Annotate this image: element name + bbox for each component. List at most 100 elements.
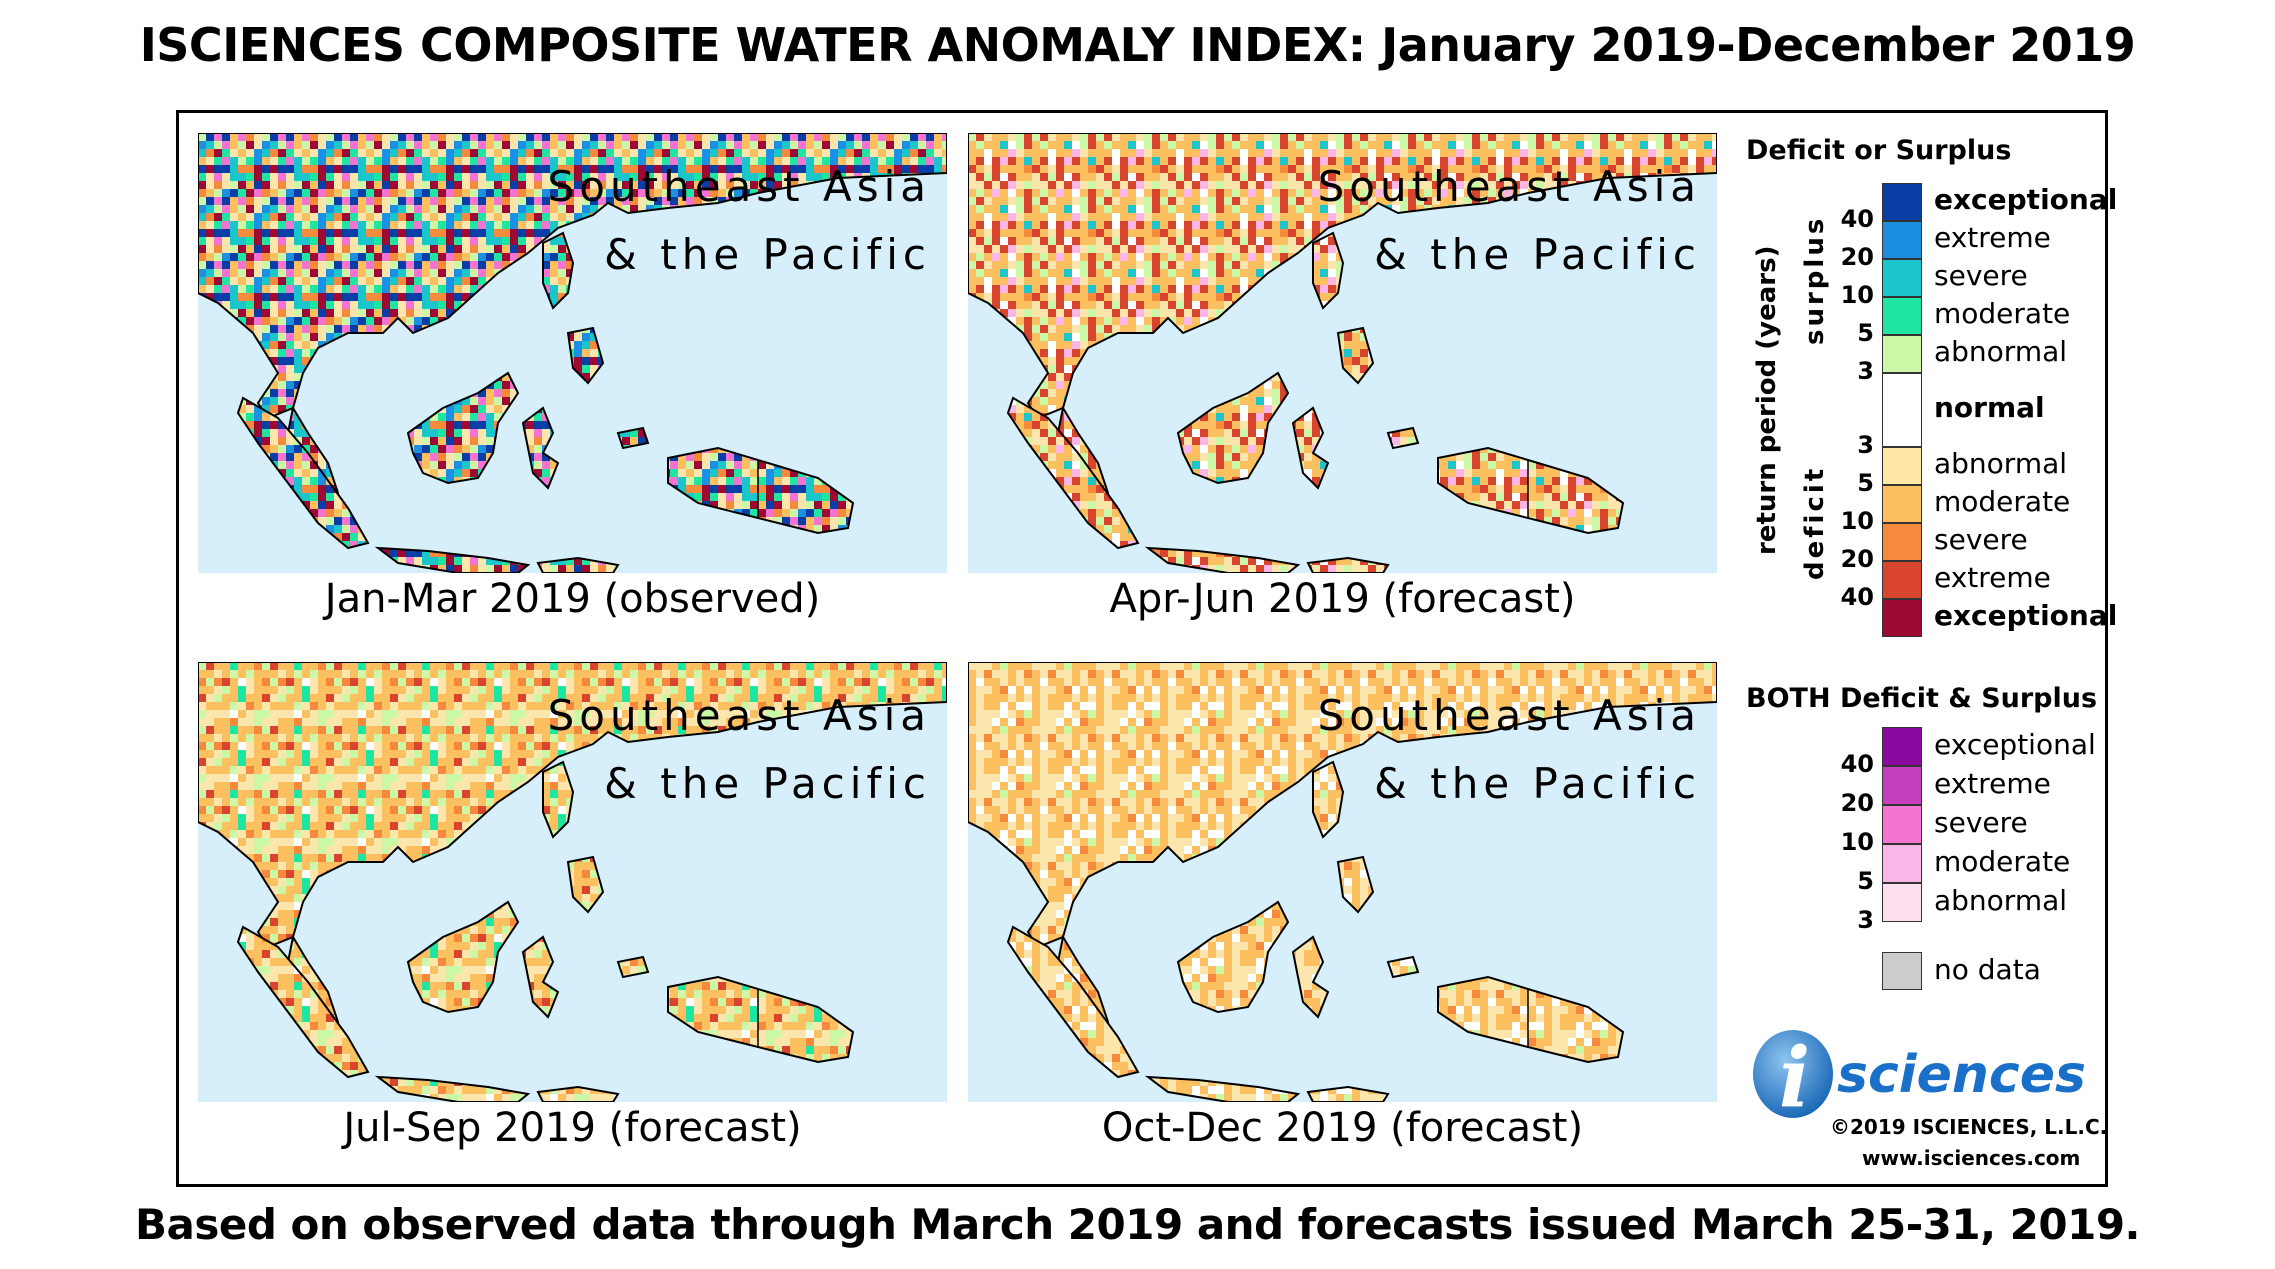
region-label: Southeast Asia & the Pacific xyxy=(547,691,931,808)
legend-swatch-9 xyxy=(1882,561,1922,599)
land-java xyxy=(374,546,531,573)
caption-oct-dec: Oct-Dec 2019 (forecast) xyxy=(1101,1105,1584,1151)
land-borneo xyxy=(406,371,520,485)
deficit-tick: 40 xyxy=(1840,583,1874,611)
map-panel-oct-dec: Southeast Asia & the Pacific xyxy=(968,662,1717,1102)
region-label: Southeast Asia & the Pacific xyxy=(1317,162,1701,279)
map-jan-mar xyxy=(198,133,947,573)
website: www.isciences.com xyxy=(1862,1146,2081,1170)
logo-letter: i xyxy=(1779,1030,1810,1122)
land-new-guinea xyxy=(667,446,855,535)
legend-swatch-6 xyxy=(1882,447,1922,485)
land-lesser-sunda xyxy=(1306,556,1390,573)
caption-jan-mar: Jan-Mar 2019 (observed) xyxy=(324,576,821,622)
land-sulawesi xyxy=(521,406,560,490)
map-jul-sep xyxy=(198,662,947,1102)
land-sumatra xyxy=(1006,396,1140,550)
land-sulawesi xyxy=(521,935,560,1019)
both-legend-class-label: exceptional xyxy=(1934,728,2096,761)
land-new-guinea xyxy=(667,975,855,1064)
land-lesser-sunda xyxy=(1306,1085,1390,1102)
legend-swatch-4 xyxy=(1882,335,1922,373)
region-label: Southeast Asia & the Pacific xyxy=(1317,691,1701,808)
land-sulawesi xyxy=(1291,935,1330,1019)
land-borneo xyxy=(406,900,520,1014)
map-apr-jun xyxy=(968,133,1717,573)
copyright: ©2019 ISCIENCES, L.L.C. xyxy=(1830,1115,2108,1139)
both-legend-class-label: extreme xyxy=(1934,767,2051,800)
deficit-tick: 3 xyxy=(1857,431,1874,459)
land-lesser-sunda xyxy=(536,1085,620,1102)
nodata-swatch xyxy=(1882,952,1922,990)
both-legend-swatch-4 xyxy=(1882,883,1922,922)
land-borneo xyxy=(1176,371,1290,485)
land-java xyxy=(1144,546,1301,573)
legend-class-label: abnormal xyxy=(1934,335,2068,368)
surplus-tick: 3 xyxy=(1857,357,1874,385)
both-tick: 10 xyxy=(1840,828,1874,856)
region-label: Southeast Asia & the Pacific xyxy=(547,162,931,279)
land-timor-maluku xyxy=(616,426,650,450)
land-philippines-luzon xyxy=(1312,760,1345,839)
legend-title: Deficit or Surplus xyxy=(1746,135,2012,166)
land-sulawesi xyxy=(1291,406,1330,490)
nodata-label: no data xyxy=(1934,953,2041,986)
legend-swatch-7 xyxy=(1882,485,1922,523)
land-timor-maluku xyxy=(616,955,650,979)
map-panel-jan-mar: Southeast Asia & the Pacific xyxy=(198,133,947,573)
land-philippines-south xyxy=(566,326,605,385)
both-legend-class-label: severe xyxy=(1934,806,2028,839)
legend-swatch-8 xyxy=(1882,523,1922,561)
legend-class-label: exceptional xyxy=(1934,599,2118,632)
legend-swatch-0 xyxy=(1882,183,1922,221)
surplus-tick: 20 xyxy=(1840,243,1874,271)
both-legend-swatch-3 xyxy=(1882,844,1922,883)
legend-class-label: moderate xyxy=(1934,297,2071,330)
deficit-tick: 20 xyxy=(1840,545,1874,573)
land-philippines-luzon xyxy=(1312,231,1345,310)
legend-class-label: exceptional xyxy=(1934,183,2118,216)
figure-frame xyxy=(176,110,2108,1187)
legend-class-label: moderate xyxy=(1934,485,2071,518)
land-mainland xyxy=(968,133,1717,420)
land-java xyxy=(374,1075,531,1102)
land-sumatra xyxy=(236,925,370,1079)
land-java xyxy=(1144,1075,1301,1102)
land-philippines-south xyxy=(566,855,605,914)
legend-swatch-1 xyxy=(1882,221,1922,259)
legend-class-label: severe xyxy=(1934,523,2028,556)
legend-swatch-5 xyxy=(1882,373,1922,447)
land-philippines-south xyxy=(1336,855,1375,914)
land-timor-maluku xyxy=(1386,955,1420,979)
land-timor-maluku xyxy=(1386,426,1420,450)
caption-jul-sep: Jul-Sep 2019 (forecast) xyxy=(343,1105,802,1151)
surplus-tick: 5 xyxy=(1857,319,1874,347)
both-legend-swatch-0 xyxy=(1882,727,1922,766)
land-philippines-luzon xyxy=(542,231,575,310)
legend-class-label: normal xyxy=(1934,391,2045,424)
land-philippines-south xyxy=(1336,326,1375,385)
land-philippines-luzon xyxy=(542,760,575,839)
surplus-tick: 40 xyxy=(1840,205,1874,233)
surplus-tick: 10 xyxy=(1840,281,1874,309)
both-tick: 5 xyxy=(1857,867,1874,895)
land-sumatra xyxy=(236,396,370,550)
land-new-guinea xyxy=(1437,446,1625,535)
both-legend-swatch-1 xyxy=(1882,766,1922,805)
legend-swatch-2 xyxy=(1882,259,1922,297)
land-mainland xyxy=(968,662,1717,949)
return-period-axis-label: return period (years) xyxy=(1752,245,1782,555)
legend-class-label: extreme xyxy=(1934,221,2051,254)
both-legend-swatch-2 xyxy=(1882,805,1922,844)
deficit-tick: 10 xyxy=(1840,507,1874,535)
legend-class-label: severe xyxy=(1934,259,2028,292)
both-legend-class-label: abnormal xyxy=(1934,884,2068,917)
map-panel-jul-sep: Southeast Asia & the Pacific xyxy=(198,662,947,1102)
both-tick: 20 xyxy=(1840,789,1874,817)
land-new-guinea xyxy=(1437,975,1625,1064)
footer-note: Based on observed data through March 201… xyxy=(134,1200,2141,1249)
both-tick: 3 xyxy=(1857,906,1874,934)
legend-class-label: extreme xyxy=(1934,561,2051,594)
land-mainland xyxy=(198,662,947,949)
both-legend-title: BOTH Deficit & Surplus xyxy=(1746,683,2098,714)
